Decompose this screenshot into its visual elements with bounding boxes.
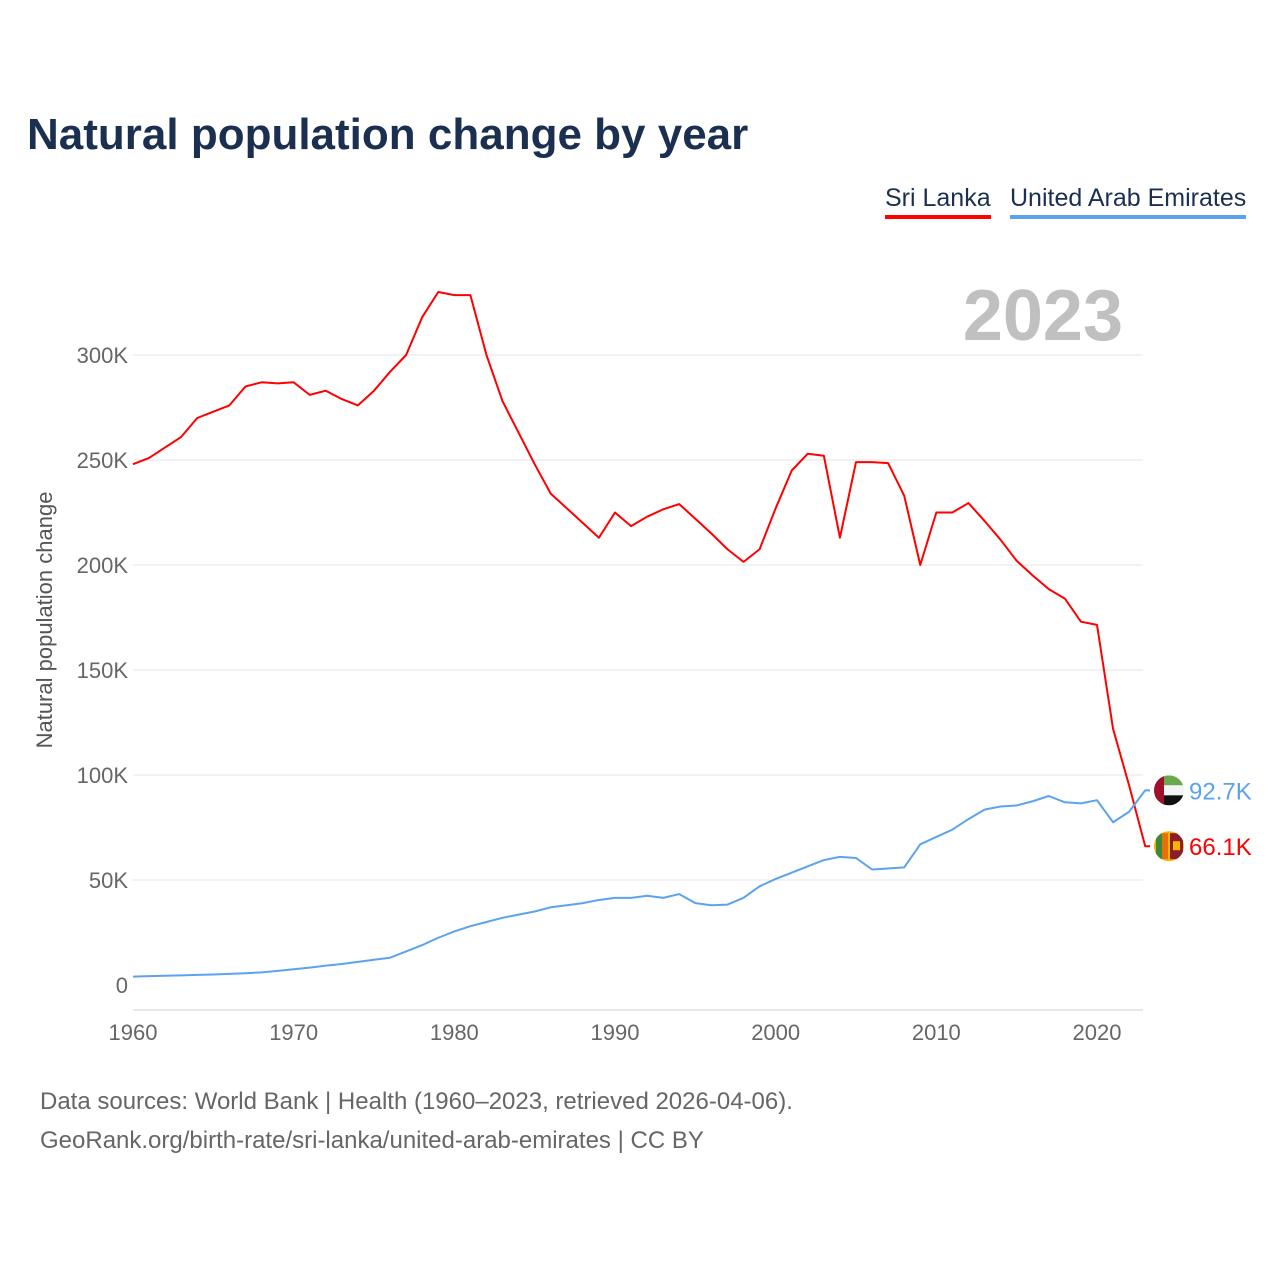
x-tick-label: 1990	[591, 1020, 640, 1045]
y-tick-label: 100K	[77, 763, 129, 788]
x-tick-label: 1970	[269, 1020, 318, 1045]
x-tick-label: 1960	[109, 1020, 158, 1045]
y-tick-label: 200K	[77, 553, 129, 578]
x-tick-label: 2000	[751, 1020, 800, 1045]
legend-united-arab-emirates[interactable]: United Arab Emirates	[1010, 184, 1247, 219]
chart-title: Natural population change by year	[27, 110, 749, 159]
x-tick-label: 2010	[912, 1020, 961, 1045]
x-tick-label: 2020	[1073, 1020, 1122, 1045]
series-line-uae	[132, 789, 1150, 978]
x-tick-label: 1980	[430, 1020, 479, 1045]
footer-sources: Data sources: World Bank | Health (1960–…	[40, 1088, 793, 1115]
y-tick-label: 150K	[77, 658, 129, 683]
year-watermark: 2023	[963, 276, 1123, 356]
footer-attribution[interactable]: GeoRank.org/birth-rate/sri-lanka/united-…	[40, 1127, 704, 1154]
y-tick-label: 300K	[77, 343, 129, 368]
y-tick-label: 0	[116, 973, 128, 998]
end-value-label-sri-lanka: 66.1K	[1189, 834, 1252, 861]
series-line-sri-lanka	[132, 291, 1150, 848]
legend-sri-lanka[interactable]: Sri Lanka	[885, 184, 991, 219]
uae-flag-icon	[1154, 775, 1184, 806]
y-axis-label: Natural population change	[32, 492, 57, 749]
y-tick-label: 50K	[89, 868, 128, 893]
end-value-label-uae: 92.7K	[1189, 778, 1252, 805]
sri-lanka-flag-icon	[1154, 831, 1184, 862]
y-tick-label: 250K	[77, 448, 129, 473]
